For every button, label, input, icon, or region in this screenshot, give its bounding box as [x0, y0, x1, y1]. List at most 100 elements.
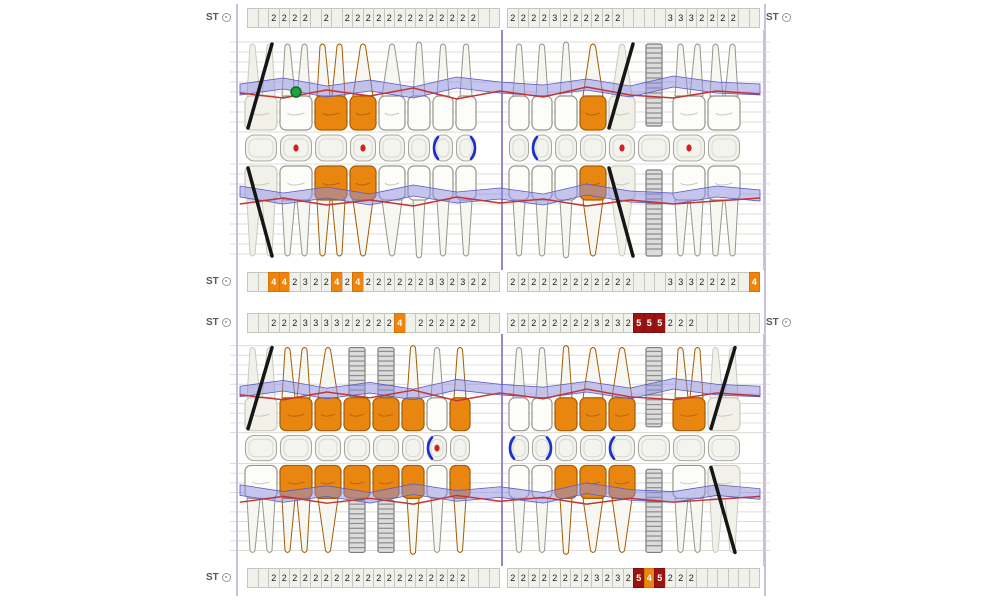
pocket-depth-cell[interactable] — [488, 8, 500, 28]
st-settings-icon[interactable] — [221, 573, 231, 582]
tooth-11[interactable] — [554, 345, 578, 555]
contact-bracket — [432, 135, 440, 161]
st-settings-icon[interactable] — [221, 13, 231, 22]
occlusal-tooth-4[interactable] — [343, 434, 371, 462]
occlusal-tooth-6[interactable] — [407, 134, 431, 162]
occlusal-tooth-16[interactable] — [707, 434, 741, 462]
st-settings-icon[interactable] — [221, 277, 231, 286]
st-text: ST — [206, 12, 219, 23]
gum-lines — [239, 378, 761, 505]
occlusal-tooth-1[interactable] — [244, 434, 278, 462]
occlusal-tooth-10[interactable] — [531, 134, 553, 162]
chart-right-border — [764, 4, 766, 596]
occlusal-tooth-4[interactable] — [349, 134, 377, 162]
occlusal-tooth-15[interactable] — [672, 134, 706, 162]
occlusal-tooth-12[interactable] — [579, 134, 607, 162]
occlusal-tooth-2[interactable] — [279, 134, 313, 162]
contact-bracket — [545, 436, 553, 460]
tooth-3[interactable] — [314, 347, 342, 553]
st-label: ST — [206, 12, 231, 23]
green-status-marker — [290, 86, 302, 98]
pocket-depth-cell[interactable] — [488, 272, 500, 292]
upper-jaw-chart[interactable] — [230, 30, 770, 270]
pocket-depth-cell[interactable] — [748, 313, 760, 333]
annotations — [246, 345, 737, 555]
pocket-depth-cell[interactable] — [488, 313, 500, 333]
lower-jaw-chart[interactable] — [230, 334, 770, 566]
occlusal-tooth-9[interactable] — [508, 434, 530, 462]
occlusal-tooth-14[interactable] — [637, 434, 671, 462]
occlusal-row — [244, 134, 741, 162]
occlusal-tooth-15[interactable] — [672, 434, 706, 462]
caries-mark — [293, 144, 299, 152]
occlusal-tooth-3[interactable] — [314, 134, 348, 162]
contact-bracket — [531, 135, 539, 161]
occlusal-tooth-11[interactable] — [554, 434, 578, 462]
occlusal-tooth-12[interactable] — [579, 434, 607, 462]
tooth-6[interactable] — [407, 41, 431, 259]
gingival-red-line — [239, 196, 761, 207]
contact-bracket — [469, 135, 477, 161]
occlusal-row — [244, 434, 741, 462]
tooth-10[interactable] — [531, 43, 553, 257]
occlusal-tooth-16[interactable] — [707, 134, 741, 162]
chart-left-border — [236, 4, 238, 596]
occlusal-tooth-10[interactable] — [531, 434, 553, 462]
gingival-red-line — [239, 388, 761, 402]
occlusal-tooth-11[interactable] — [554, 134, 578, 162]
st-label: ST — [206, 572, 231, 583]
st-text: ST — [206, 317, 219, 328]
tooth-10[interactable] — [531, 347, 553, 553]
contact-bracket — [608, 436, 616, 460]
gingival-red-line — [239, 494, 761, 505]
st-settings-icon[interactable] — [781, 318, 791, 327]
st-settings-icon[interactable] — [781, 13, 791, 22]
teeth-row — [244, 41, 741, 259]
occlusal-tooth-1[interactable] — [244, 134, 278, 162]
st-text: ST — [206, 276, 219, 287]
contact-bracket — [508, 436, 516, 460]
tooth-4[interactable] — [343, 346, 371, 554]
occlusal-tooth-13[interactable] — [608, 434, 636, 462]
gingival-red-line — [239, 86, 761, 100]
st-label: ST — [766, 12, 791, 23]
occlusal-tooth-14[interactable] — [637, 134, 671, 162]
contact-bracket — [426, 436, 434, 460]
gum-lines — [239, 75, 761, 207]
occlusal-tooth-8[interactable] — [449, 434, 471, 462]
pocket-depth-cell[interactable] — [748, 568, 760, 588]
st-label: ST — [206, 317, 231, 328]
occlusal-tooth-7[interactable] — [432, 134, 454, 162]
pocket-depth-cell[interactable]: 4 — [748, 272, 760, 292]
occlusal-tooth-7[interactable] — [426, 434, 448, 462]
pocket-depth-cell[interactable] — [748, 8, 760, 28]
pocket-depth-cell[interactable] — [488, 568, 500, 588]
occlusal-tooth-2[interactable] — [279, 434, 313, 462]
occlusal-tooth-8[interactable] — [455, 134, 477, 162]
caries-mark — [619, 144, 625, 152]
occlusal-tooth-13[interactable] — [608, 134, 636, 162]
caries-mark — [686, 144, 692, 152]
st-label: ST — [766, 317, 791, 328]
st-settings-icon[interactable] — [221, 318, 231, 327]
st-text: ST — [206, 572, 219, 583]
st-text: ST — [766, 12, 779, 23]
caries-mark — [434, 444, 440, 452]
occlusal-tooth-5[interactable] — [372, 434, 400, 462]
annotations — [246, 42, 635, 258]
tooth-13[interactable] — [608, 347, 636, 553]
tooth-9[interactable] — [508, 43, 530, 257]
occlusal-tooth-6[interactable] — [401, 434, 425, 462]
tooth-3[interactable] — [314, 43, 348, 257]
occlusal-tooth-5[interactable] — [378, 134, 406, 162]
occlusal-tooth-3[interactable] — [314, 434, 342, 462]
st-label: ST — [206, 276, 231, 287]
occlusal-tooth-9[interactable] — [508, 134, 530, 162]
